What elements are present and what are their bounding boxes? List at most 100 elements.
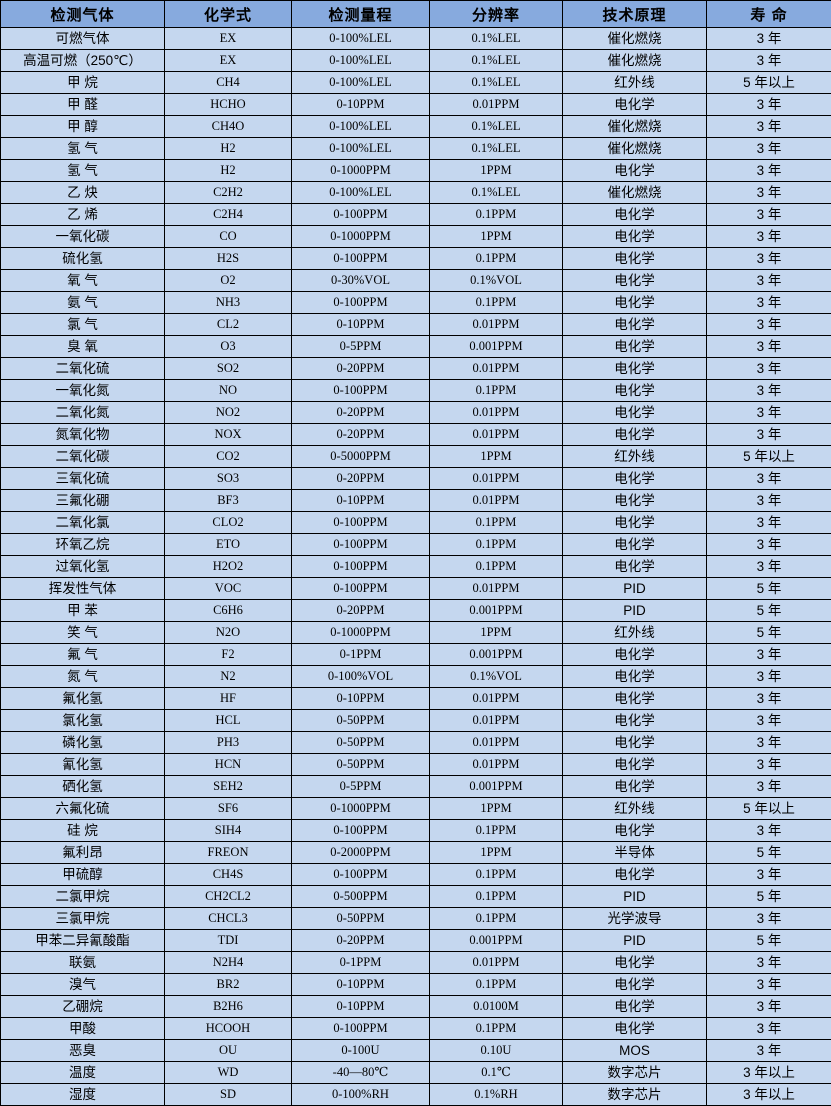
cell-range: 0-100%RH	[292, 1084, 430, 1106]
cell-resolution: 0.10U	[430, 1040, 563, 1062]
cell-formula: N2	[165, 666, 292, 688]
cell-tech: 电化学	[563, 512, 707, 534]
cell-formula: ETO	[165, 534, 292, 556]
cell-range: 0-100PPM	[292, 248, 430, 270]
cell-resolution: 1PPM	[430, 622, 563, 644]
cell-life: 3 年	[707, 468, 831, 490]
cell-gas: 一氧化碳	[1, 226, 165, 248]
cell-tech: 红外线	[563, 798, 707, 820]
cell-resolution: 0.1%VOL	[430, 270, 563, 292]
cell-life: 3 年	[707, 512, 831, 534]
cell-life: 3 年	[707, 1040, 831, 1062]
cell-life: 3 年	[707, 248, 831, 270]
cell-tech: 电化学	[563, 820, 707, 842]
cell-tech: 电化学	[563, 226, 707, 248]
cell-tech: PID	[563, 930, 707, 952]
cell-gas: 氟化氢	[1, 688, 165, 710]
cell-resolution: 1PPM	[430, 160, 563, 182]
cell-tech: 催化燃烧	[563, 50, 707, 72]
cell-formula: N2H4	[165, 952, 292, 974]
cell-formula: FREON	[165, 842, 292, 864]
cell-life: 3 年	[707, 138, 831, 160]
cell-life: 3 年以上	[707, 1084, 831, 1106]
cell-tech: 催化燃烧	[563, 28, 707, 50]
cell-range: 0-30%VOL	[292, 270, 430, 292]
cell-life: 3 年	[707, 754, 831, 776]
cell-tech: 催化燃烧	[563, 182, 707, 204]
cell-formula: BF3	[165, 490, 292, 512]
cell-formula: F2	[165, 644, 292, 666]
cell-resolution: 0.1℃	[430, 1062, 563, 1084]
cell-range: 0-1000PPM	[292, 798, 430, 820]
cell-resolution: 0.1PPM	[430, 1018, 563, 1040]
cell-resolution: 0.1PPM	[430, 248, 563, 270]
cell-formula: HF	[165, 688, 292, 710]
cell-gas: 甲 烷	[1, 72, 165, 94]
cell-gas: 氟利昂	[1, 842, 165, 864]
cell-range: 0-100%LEL	[292, 50, 430, 72]
cell-gas: 氮氧化物	[1, 424, 165, 446]
cell-life: 3 年	[707, 270, 831, 292]
cell-formula: CH4	[165, 72, 292, 94]
cell-resolution: 0.01PPM	[430, 732, 563, 754]
cell-range: 0-100%VOL	[292, 666, 430, 688]
cell-gas: 恶臭	[1, 1040, 165, 1062]
cell-formula: SIH4	[165, 820, 292, 842]
cell-life: 3 年	[707, 94, 831, 116]
cell-range: 0-1PPM	[292, 952, 430, 974]
cell-formula: SO2	[165, 358, 292, 380]
cell-resolution: 0.1%RH	[430, 1084, 563, 1106]
cell-range: 0-10PPM	[292, 996, 430, 1018]
cell-range: 0-20PPM	[292, 468, 430, 490]
cell-life: 3 年	[707, 182, 831, 204]
cell-range: 0-50PPM	[292, 908, 430, 930]
cell-tech: 电化学	[563, 666, 707, 688]
cell-gas: 硫化氢	[1, 248, 165, 270]
table-header-row: 检测气体 化学式 检测量程 分辨率 技术原理 寿 命	[1, 1, 831, 28]
cell-tech: 光学波导	[563, 908, 707, 930]
cell-tech: 电化学	[563, 314, 707, 336]
cell-gas: 二氧化硫	[1, 358, 165, 380]
cell-resolution: 0.01PPM	[430, 314, 563, 336]
cell-tech: 电化学	[563, 94, 707, 116]
cell-gas: 二氧化氯	[1, 512, 165, 534]
cell-resolution: 0.1PPM	[430, 908, 563, 930]
cell-range: 0-100%LEL	[292, 72, 430, 94]
cell-resolution: 1PPM	[430, 226, 563, 248]
cell-gas: 甲苯二异氰酸酯	[1, 930, 165, 952]
cell-gas: 高温可燃（250℃）	[1, 50, 165, 72]
cell-resolution: 0.0100M	[430, 996, 563, 1018]
cell-gas: 挥发性气体	[1, 578, 165, 600]
cell-range: 0-1PPM	[292, 644, 430, 666]
cell-life: 5 年	[707, 886, 831, 908]
cell-formula: TDI	[165, 930, 292, 952]
cell-formula: O3	[165, 336, 292, 358]
cell-tech: 电化学	[563, 160, 707, 182]
cell-gas: 甲 醇	[1, 116, 165, 138]
cell-range: 0-100%LEL	[292, 116, 430, 138]
cell-tech: 电化学	[563, 996, 707, 1018]
cell-range: 0-10PPM	[292, 94, 430, 116]
cell-range: 0-50PPM	[292, 754, 430, 776]
cell-resolution: 0.1PPM	[430, 512, 563, 534]
cell-resolution: 0.1PPM	[430, 556, 563, 578]
cell-formula: NOX	[165, 424, 292, 446]
cell-range: 0-100%LEL	[292, 28, 430, 50]
cell-range: 0-100PPM	[292, 380, 430, 402]
